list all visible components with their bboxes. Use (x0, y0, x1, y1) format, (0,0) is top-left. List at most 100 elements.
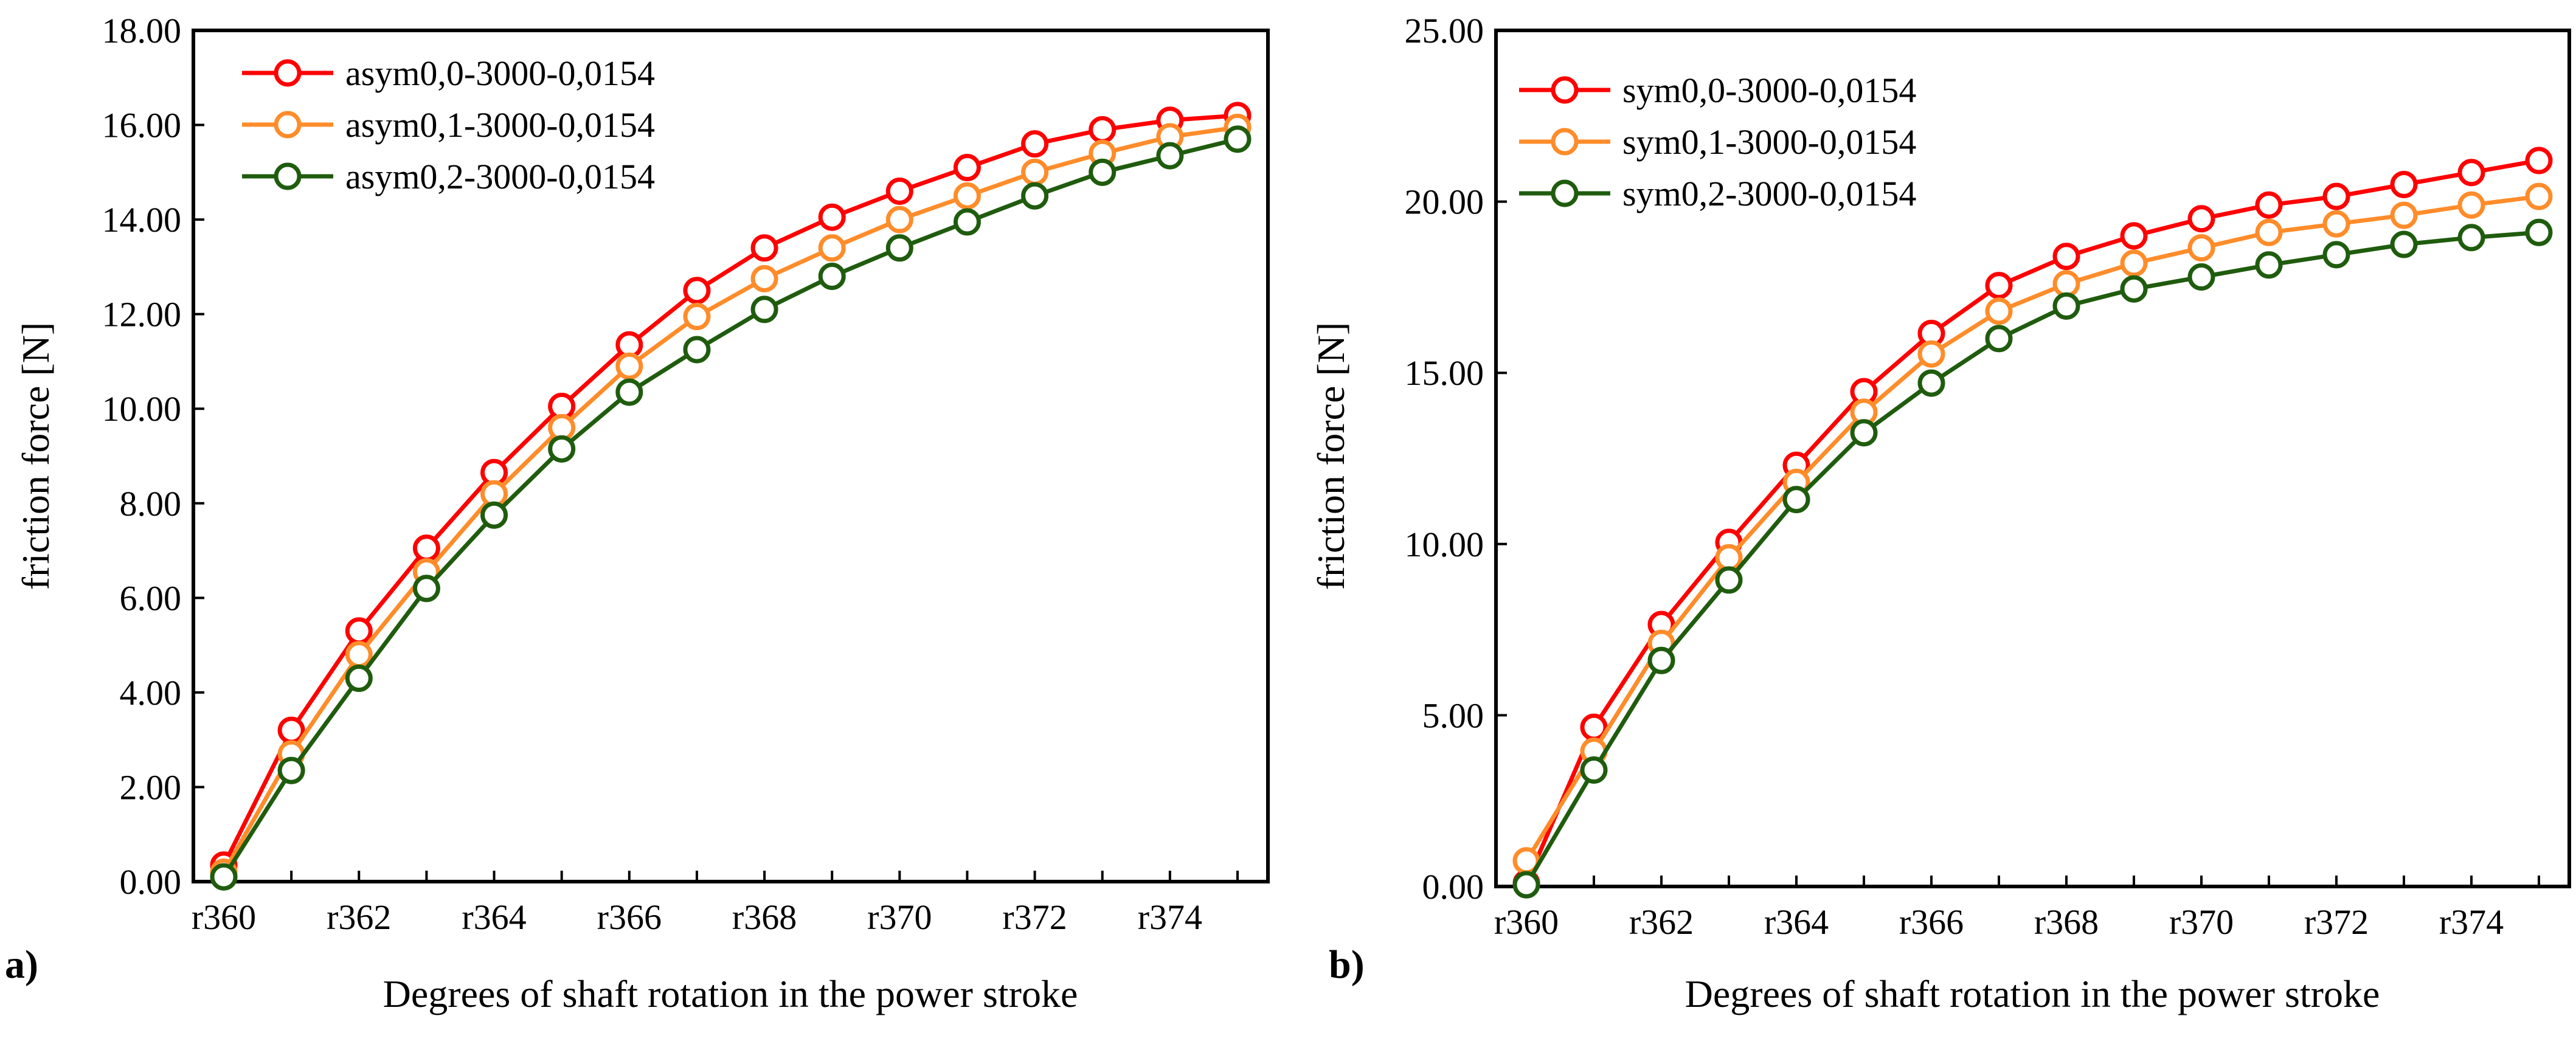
series-line-b-1 (1525, 194, 2540, 862)
data-point-b-2 (2457, 224, 2485, 252)
y-tick-label-a: 16.00 (102, 106, 182, 145)
data-point-a-1 (885, 206, 913, 233)
panel-label-b: b) (1329, 942, 1365, 987)
data-point-b-0 (2052, 243, 2080, 271)
x-tick-label-b: r360 (1494, 902, 1559, 942)
y-tick-label-b: 5.00 (1422, 696, 1484, 735)
data-point-b-2 (1985, 325, 2013, 353)
y-tick-label-a: 6.00 (120, 578, 182, 618)
y-axis-label-a: friction force [N] (14, 322, 57, 590)
y-tick-label-a: 14.00 (102, 200, 182, 240)
data-point-a-1 (615, 352, 643, 380)
x-tick-label-b: r370 (2169, 902, 2234, 942)
legend-label-b: sym0,2-3000-0,0154 (1622, 174, 1916, 213)
plot-frame-a (192, 29, 1270, 883)
data-point-a-0 (683, 277, 711, 305)
data-point-a-1 (683, 303, 711, 331)
x-tick-label-b: r362 (1629, 902, 1694, 942)
legend-marker-a (274, 111, 302, 139)
x-tick-label-b: r366 (1899, 902, 1964, 942)
y-tick-label-b: 0.00 (1422, 867, 1484, 907)
data-point-b-0 (2457, 159, 2485, 187)
x-tick-label-b: r372 (2304, 902, 2369, 942)
data-point-a-0 (1089, 116, 1117, 143)
x-axis-label-b: Degrees of shaft rotation in the power s… (1685, 972, 2380, 1015)
data-point-a-0 (750, 234, 778, 262)
x-tick-label-a: r364 (462, 897, 526, 937)
y-tick-label-a: 10.00 (102, 389, 182, 429)
series-line-a-2 (222, 137, 1238, 879)
x-tick-label-a: r374 (1138, 897, 1202, 937)
y-tick-label-b: 25.00 (1405, 11, 1484, 50)
data-point-b-2 (1580, 756, 1608, 784)
series-line-b-2 (1524, 230, 2540, 886)
x-axis-label-a: Degrees of shaft rotation in the power s… (383, 972, 1078, 1015)
data-point-b-0 (2120, 222, 2148, 250)
data-point-a-1 (953, 182, 981, 210)
data-point-a-0 (885, 177, 913, 205)
data-point-b-2 (2120, 275, 2148, 303)
data-point-b-1 (2120, 249, 2148, 277)
legend-label-a: asym0,2-3000-0,0154 (345, 157, 655, 196)
data-point-b-1 (2322, 210, 2350, 238)
y-tick-label-a: 18.00 (102, 11, 182, 50)
data-point-b-2 (1850, 419, 1878, 447)
x-tick-label-b: r374 (2439, 902, 2504, 942)
data-point-b-0 (2525, 147, 2553, 174)
data-point-a-2 (1089, 158, 1117, 186)
data-point-b-2 (1917, 369, 1945, 397)
data-point-a-0 (412, 534, 440, 562)
data-point-a-2 (1021, 182, 1049, 210)
data-point-a-1 (345, 641, 373, 669)
data-point-b-0 (2187, 205, 2215, 233)
x-tick-label-b: r364 (1764, 902, 1829, 942)
y-tick-label-a: 0.00 (120, 862, 182, 902)
data-point-b-0 (2255, 191, 2283, 219)
data-point-a-2 (615, 378, 643, 406)
data-point-b-1 (1917, 340, 1945, 368)
data-point-a-2 (885, 234, 913, 262)
x-tick-label-a: r360 (192, 897, 256, 937)
data-point-b-0 (1985, 272, 2013, 300)
data-point-b-1 (2457, 191, 2485, 219)
legend-marker-b (1551, 179, 1579, 207)
data-point-b-2 (2255, 251, 2283, 279)
data-point-a-1 (750, 264, 778, 292)
legend-marker-a (274, 162, 302, 190)
y-tick-label-b: 15.00 (1405, 353, 1484, 393)
data-point-b-0 (2322, 182, 2350, 210)
plot-frame-b (1494, 29, 2571, 888)
data-point-b-0 (2390, 170, 2418, 198)
data-point-a-0 (345, 617, 373, 645)
data-point-a-0 (818, 203, 846, 231)
data-point-b-2 (2187, 263, 2215, 291)
legend-label-b: sym0,0-3000-0,0154 (1622, 71, 1916, 110)
y-tick-label-a: 8.00 (120, 484, 182, 524)
data-point-a-2 (345, 665, 373, 693)
data-point-a-0 (1021, 130, 1049, 158)
x-tick-label-a: r370 (867, 897, 932, 937)
data-point-b-2 (1647, 646, 1675, 674)
x-tick-label-b: r368 (2034, 902, 2099, 942)
series-line-b-0 (1524, 158, 2540, 884)
y-tick-label-a: 4.00 (120, 673, 182, 713)
data-point-b-2 (1715, 566, 1743, 594)
data-point-b-2 (1512, 871, 1540, 899)
data-point-b-1 (2255, 218, 2283, 246)
data-point-a-2 (412, 575, 440, 603)
legend-label-a: asym0,0-3000-0,0154 (345, 54, 655, 93)
data-point-a-2 (818, 262, 846, 290)
legend-label-a: asym0,1-3000-0,0154 (345, 105, 655, 145)
data-point-a-1 (818, 234, 846, 262)
data-point-a-2 (480, 501, 508, 529)
chart-panel-b: 0.00 5.00 10.00 15.00 20.00 25.00 r360 r362 r364… (1309, 11, 2571, 1015)
data-point-a-1 (1021, 158, 1049, 186)
y-axis-label-b: friction force [N] (1309, 322, 1352, 590)
data-point-b-2 (2525, 218, 2553, 246)
data-point-b-1 (1985, 297, 2013, 325)
data-point-b-1 (2390, 201, 2418, 229)
data-point-a-0 (953, 154, 981, 182)
data-point-b-2 (2052, 292, 2080, 320)
panel-label-a: a) (5, 942, 38, 987)
